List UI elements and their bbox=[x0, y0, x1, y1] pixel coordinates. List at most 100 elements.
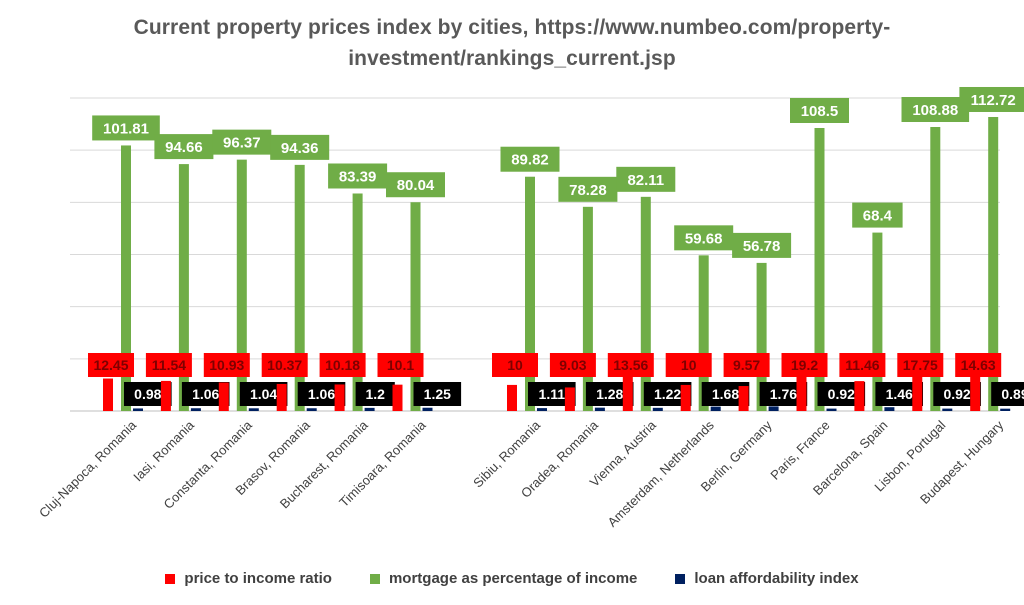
data-label-mortgage: 94.66 bbox=[165, 139, 203, 156]
bar-loan bbox=[364, 407, 375, 411]
category-label: Amsterdam, Netherlands bbox=[605, 417, 718, 530]
data-label-box-mortgage bbox=[616, 166, 676, 192]
data-label-box-mortgage bbox=[959, 86, 1024, 112]
bar-price bbox=[160, 380, 171, 411]
data-label-box-price bbox=[377, 353, 424, 377]
legend-item-price: price to income ratio bbox=[165, 570, 332, 587]
data-label-box-mortgage bbox=[154, 134, 214, 160]
bar-loan bbox=[594, 407, 605, 411]
bar-loan bbox=[306, 408, 317, 411]
bar-price bbox=[276, 383, 287, 411]
data-label-loan: 1.22 bbox=[654, 386, 681, 402]
data-label-mortgage: 112.72 bbox=[971, 92, 1016, 109]
bar-price bbox=[854, 381, 865, 411]
bar-mortgage bbox=[294, 164, 305, 411]
data-label-mortgage: 96.37 bbox=[223, 135, 261, 152]
data-label-box-price bbox=[549, 353, 596, 377]
bar-loan bbox=[826, 408, 837, 411]
data-label-loan: 1.11 bbox=[539, 386, 566, 402]
bar-mortgage bbox=[640, 196, 651, 411]
data-label-box-loan bbox=[413, 382, 462, 406]
data-label-box-price bbox=[319, 353, 366, 377]
data-label-loan: 0.92 bbox=[828, 386, 855, 402]
data-label-price: 10 bbox=[507, 357, 523, 373]
data-label-mortgage: 56.78 bbox=[743, 238, 781, 255]
bar-price bbox=[970, 372, 981, 411]
bar-mortgage bbox=[872, 232, 883, 411]
bar-price bbox=[912, 364, 923, 411]
bar-price bbox=[218, 382, 229, 411]
data-label-box-mortgage bbox=[328, 163, 388, 189]
bar-chart: 12.45 101.81 0.98 Cluj-Napoca, Romania 11.54… bbox=[36, 86, 1024, 530]
bar-price bbox=[738, 386, 749, 411]
chart-title-line-2: investment/rankings_current.jsp bbox=[348, 47, 676, 70]
data-label-price: 10.37 bbox=[267, 357, 302, 373]
data-label-mortgage: 78.28 bbox=[569, 182, 607, 199]
bar-mortgage bbox=[582, 206, 593, 411]
data-label-mortgage: 101.81 bbox=[103, 120, 149, 137]
data-label-box-price bbox=[723, 353, 770, 377]
data-label-price: 9.57 bbox=[733, 357, 760, 373]
data-label-box-price bbox=[955, 353, 1002, 377]
bar-price bbox=[103, 378, 113, 411]
data-label-box-price bbox=[145, 353, 192, 377]
data-label-mortgage: 80.04 bbox=[397, 177, 435, 194]
category-label: Cluj-Napoca, Romania bbox=[36, 417, 140, 521]
bar-loan bbox=[768, 406, 779, 411]
data-label-loan: 0.89 bbox=[1001, 386, 1024, 402]
data-label-price: 11.46 bbox=[845, 357, 879, 373]
legend-item-loan: loan affordability index bbox=[675, 570, 859, 587]
bar-loan bbox=[248, 408, 259, 411]
data-label-box-mortgage bbox=[674, 225, 734, 251]
legend-swatch-price bbox=[165, 573, 176, 584]
bar-loan bbox=[422, 407, 433, 411]
data-label-price: 10 bbox=[681, 357, 697, 373]
data-label-box-price bbox=[665, 353, 712, 377]
data-label-box-mortgage bbox=[901, 97, 970, 123]
data-label-mortgage: 89.82 bbox=[511, 152, 549, 169]
data-label-mortgage: 108.88 bbox=[912, 102, 958, 119]
bar-price bbox=[564, 387, 575, 411]
data-label-box-loan bbox=[355, 382, 395, 406]
data-label-mortgage: 108.5 bbox=[801, 103, 839, 120]
bar-mortgage bbox=[352, 193, 363, 411]
data-label-loan: 0.98 bbox=[134, 386, 161, 402]
bar-loan bbox=[652, 407, 663, 411]
data-label-box-mortgage bbox=[790, 97, 849, 123]
bar-loan bbox=[710, 406, 721, 411]
data-label-box-price bbox=[88, 353, 134, 377]
data-label-price: 11.54 bbox=[152, 357, 186, 373]
data-label-mortgage: 68.4 bbox=[863, 208, 893, 225]
legend-swatch-mortgage bbox=[369, 573, 380, 584]
bar-mortgage bbox=[930, 127, 941, 411]
data-label-box-mortgage bbox=[92, 115, 160, 141]
bar-price bbox=[334, 384, 345, 411]
bar-price bbox=[392, 384, 403, 411]
data-label-mortgage: 82.11 bbox=[627, 172, 664, 189]
bar-loan bbox=[537, 408, 547, 411]
data-label-loan: 1.04 bbox=[250, 386, 277, 402]
bar-mortgage bbox=[988, 116, 999, 411]
chart-title-line-1: Current property prices index by cities,… bbox=[133, 16, 891, 39]
data-label-price: 13.56 bbox=[613, 357, 648, 373]
data-label-box-mortgage bbox=[558, 176, 618, 202]
data-label-box-price bbox=[607, 353, 654, 377]
data-label-price: 17.75 bbox=[903, 357, 938, 373]
data-label-box-mortgage bbox=[212, 129, 272, 155]
legend-item-mortgage: mortgage as percentage of income bbox=[369, 570, 637, 587]
bar-loan bbox=[1000, 408, 1011, 411]
data-label-mortgage: 94.36 bbox=[281, 140, 319, 157]
data-label-box-price bbox=[781, 353, 828, 377]
data-label-price: 10.1 bbox=[387, 357, 414, 373]
bar-mortgage bbox=[814, 127, 825, 411]
data-label-mortgage: 83.39 bbox=[339, 168, 377, 185]
bar-mortgage bbox=[121, 145, 131, 411]
bar-loan bbox=[133, 408, 143, 411]
bar-mortgage bbox=[178, 164, 189, 411]
data-label-box-mortgage bbox=[500, 146, 560, 172]
data-label-loan: 0.92 bbox=[943, 386, 970, 402]
bar-mortgage bbox=[236, 159, 247, 411]
bar-mortgage bbox=[410, 202, 421, 411]
data-label-box-loan bbox=[991, 382, 1024, 406]
data-label-loan: 1.46 bbox=[886, 386, 913, 402]
